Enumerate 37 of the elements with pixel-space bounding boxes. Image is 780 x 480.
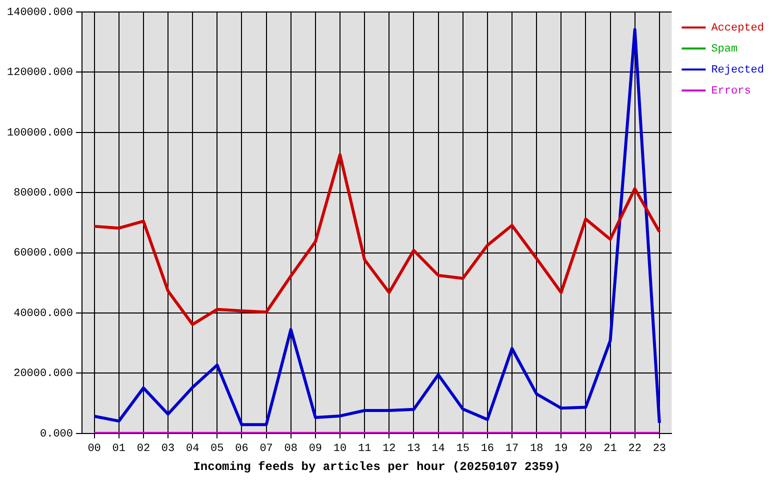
x-tick-label: 09 (308, 442, 322, 455)
y-tick-label: 100000.000 (6, 127, 74, 140)
x-tick-label: 07 (260, 442, 273, 455)
x-tick-label: 08 (284, 442, 298, 455)
x-tick-label: 02 (136, 442, 150, 455)
legend-label: Rejected (711, 64, 764, 76)
legend-label: Errors (711, 85, 751, 98)
x-tick-label: 21 (604, 442, 618, 455)
x-tick-label: 15 (456, 442, 470, 455)
x-tick-label: 19 (554, 442, 568, 455)
x-tick-label: 16 (480, 442, 494, 455)
x-tick-label: 11 (358, 442, 372, 455)
x-tick-label: 14 (432, 442, 446, 455)
x-tick-label: 17 (505, 442, 519, 455)
x-tick-label: 01 (112, 442, 126, 455)
x-tick-label: 03 (161, 442, 175, 455)
x-tick-label: 04 (186, 442, 200, 455)
y-tick-label: 0.000 (40, 428, 74, 440)
x-tick-label: 00 (88, 442, 101, 455)
legend-label: Accepted (711, 22, 764, 34)
y-tick-label: 80000.000 (14, 188, 74, 200)
x-tick-label: 13 (407, 442, 420, 455)
x-tick-label: 06 (235, 442, 248, 455)
y-tick-label: 40000.000 (14, 308, 74, 320)
x-tick-label: 22 (628, 442, 642, 455)
x-tick-label: 23 (652, 442, 666, 455)
y-tick-label: 120000.000 (6, 67, 74, 80)
x-tick-label: 12 (382, 442, 396, 455)
legend-label: Spam (711, 43, 738, 56)
x-axis-title: Incoming feeds by articles per hour (20250107 2359) (193, 460, 560, 474)
x-tick-label: 18 (530, 442, 544, 455)
y-tick-label: 20000.000 (14, 368, 74, 380)
y-tick-label: 60000.000 (14, 248, 74, 260)
x-tick-label: 10 (333, 442, 347, 455)
x-tick-label: 20 (579, 442, 592, 455)
x-tick-label: 05 (210, 442, 224, 455)
y-tick-label: 140000.000 (6, 6, 74, 19)
